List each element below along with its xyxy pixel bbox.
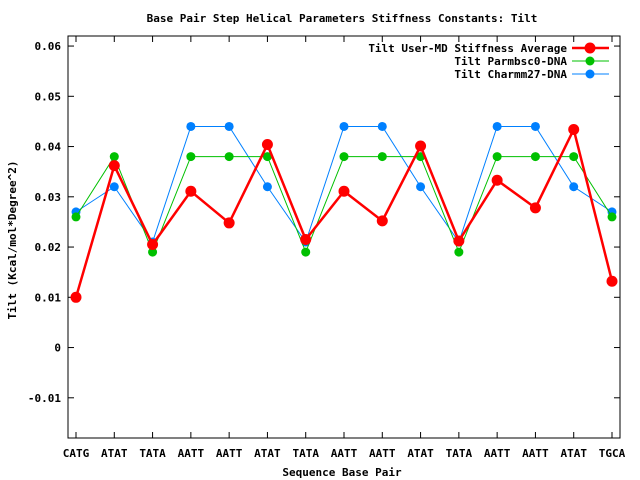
series-3 bbox=[71, 121, 617, 247]
data-point bbox=[339, 121, 349, 131]
y-tick-label: 0.06 bbox=[35, 40, 62, 53]
x-tick-label: TATA bbox=[292, 447, 319, 460]
legend-label: Tilt User-MD Stiffness Average bbox=[368, 42, 567, 55]
data-point bbox=[262, 182, 272, 192]
data-point bbox=[261, 139, 273, 151]
data-point bbox=[530, 152, 540, 162]
data-point bbox=[338, 185, 350, 197]
data-point bbox=[569, 152, 579, 162]
data-point bbox=[339, 152, 349, 162]
y-tick-label: 0.04 bbox=[35, 141, 62, 154]
data-point bbox=[607, 212, 617, 222]
data-point bbox=[416, 182, 426, 192]
y-tick-label: 0.02 bbox=[35, 241, 62, 254]
data-point bbox=[530, 121, 540, 131]
x-tick-label: ATAT bbox=[101, 447, 128, 460]
series-line bbox=[75, 125, 613, 244]
data-point bbox=[569, 182, 579, 192]
data-point bbox=[377, 121, 387, 131]
data-point bbox=[186, 121, 196, 131]
data-point bbox=[492, 121, 502, 131]
x-tick-label: ATAT bbox=[407, 447, 434, 460]
data-point bbox=[147, 239, 159, 251]
series-1 bbox=[70, 123, 618, 303]
data-point bbox=[71, 212, 81, 222]
legend-swatch-marker bbox=[584, 42, 596, 54]
x-tick-label: AATT bbox=[331, 447, 358, 460]
series-layer bbox=[70, 121, 618, 303]
x-axis-label: Sequence Base Pair bbox=[282, 466, 402, 479]
data-point bbox=[301, 247, 311, 257]
data-point bbox=[108, 160, 120, 172]
data-point bbox=[70, 291, 82, 303]
x-tick-label: CATG bbox=[63, 447, 90, 460]
data-point bbox=[186, 152, 196, 162]
data-point bbox=[492, 152, 502, 162]
data-point bbox=[606, 275, 618, 287]
x-tick-label: TGCA bbox=[599, 447, 626, 460]
x-tick-label: AATT bbox=[484, 447, 511, 460]
x-tick-label: AATT bbox=[522, 447, 549, 460]
data-point bbox=[415, 140, 427, 152]
x-tick-label: AATT bbox=[216, 447, 243, 460]
x-tick-label: ATAT bbox=[560, 447, 587, 460]
data-point bbox=[529, 202, 541, 214]
legend-swatch-marker bbox=[585, 56, 595, 66]
data-point bbox=[377, 152, 387, 162]
series-2 bbox=[71, 152, 617, 257]
x-tick-label: AATT bbox=[369, 447, 396, 460]
legend-swatch-marker bbox=[585, 69, 595, 79]
data-point bbox=[453, 235, 465, 247]
legend-label: Tilt Charmm27-DNA bbox=[454, 68, 567, 81]
data-point bbox=[491, 174, 503, 186]
data-point bbox=[109, 182, 119, 192]
data-point bbox=[109, 152, 119, 162]
x-axis: CATG ATAT TATA AATT AATT ATAT TATA AATT AATT ATAT… bbox=[63, 36, 626, 460]
y-axis-label: Tilt (Kcal/mol*Degree^2) bbox=[6, 161, 19, 320]
legend-label: Tilt Parmbsc0-DNA bbox=[454, 55, 567, 68]
data-point bbox=[300, 234, 312, 246]
y-tick-label: -0.01 bbox=[28, 392, 61, 405]
data-point bbox=[148, 247, 158, 257]
x-tick-label: TATA bbox=[139, 447, 166, 460]
y-tick-label: 0.03 bbox=[35, 191, 62, 204]
y-tick-label: 0 bbox=[54, 342, 61, 355]
y-tick-label: 0.01 bbox=[35, 291, 62, 304]
y-axis: -0.01 0 0.01 0.02 0.03 0.04 0.05 0.06 bbox=[28, 40, 620, 405]
plot-frame bbox=[67, 35, 621, 439]
chart-title: Base Pair Step Helical Parameters Stiffn… bbox=[147, 12, 538, 25]
y-tick-label: 0.05 bbox=[35, 90, 62, 103]
data-point bbox=[185, 185, 197, 197]
x-tick-label: AATT bbox=[178, 447, 205, 460]
x-tick-label: TATA bbox=[446, 447, 473, 460]
data-point bbox=[376, 215, 388, 227]
data-point bbox=[223, 217, 235, 229]
data-point bbox=[568, 123, 580, 135]
data-point bbox=[454, 247, 464, 257]
data-point bbox=[262, 152, 272, 162]
data-point bbox=[224, 121, 234, 131]
x-tick-label: ATAT bbox=[254, 447, 281, 460]
data-point bbox=[224, 152, 234, 162]
